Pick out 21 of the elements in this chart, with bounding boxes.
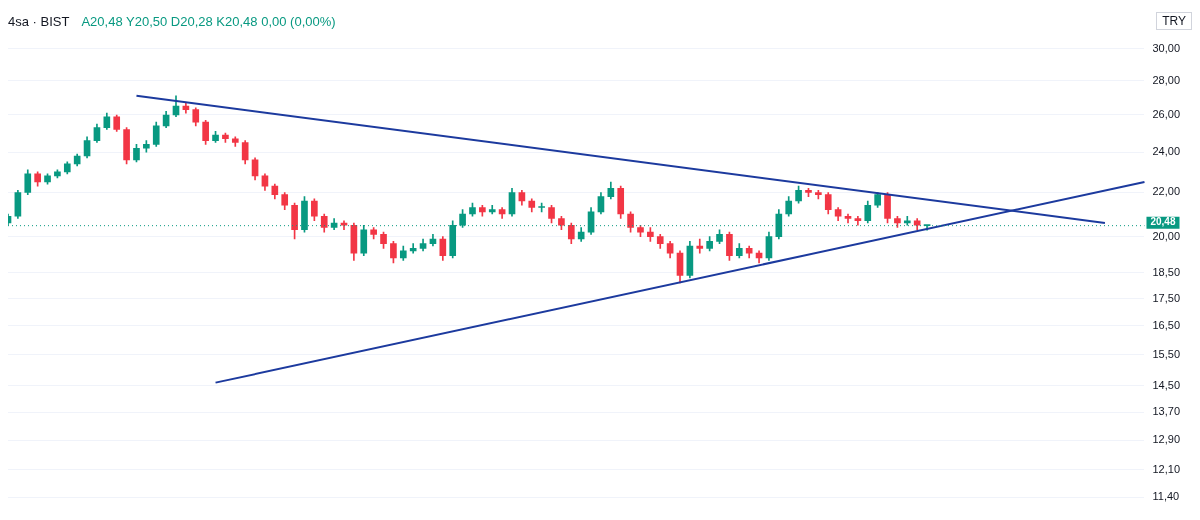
y-tick-label: 14,50: [1152, 378, 1180, 391]
y-tick-label: 30,00: [1152, 41, 1180, 54]
y-tick-label: 12,90: [1152, 433, 1180, 446]
y-tick-label: 28,00: [1152, 73, 1180, 86]
y-tick-label: 20,00: [1152, 229, 1180, 242]
chart-title: 4sa · BIST: [8, 13, 70, 29]
candlestick: [409, 243, 417, 254]
y-tick-label: 12,10: [1152, 462, 1180, 475]
chart-subtitle: A20,48 Y20,50 D20,28 K20,48 0,00 (0,00%): [81, 13, 336, 29]
y-tick-label: 11,40: [1152, 490, 1180, 503]
ref-line-label: 20,48: [1150, 216, 1176, 228]
y-tick-label: 13,70: [1152, 405, 1180, 418]
y-tick-label: 15,50: [1152, 347, 1180, 360]
y-tick-label: 26,00: [1152, 108, 1180, 121]
y-tick-label: 22,00: [1152, 185, 1180, 198]
y-tick-label: 17,50: [1152, 291, 1180, 304]
candlestick: [696, 238, 704, 254]
y-tick-label: 16,50: [1152, 318, 1180, 331]
y-tick-label: 18,50: [1152, 265, 1180, 278]
y-tick-label: 24,00: [1152, 145, 1180, 158]
text: TRY: [1156, 12, 1192, 30]
